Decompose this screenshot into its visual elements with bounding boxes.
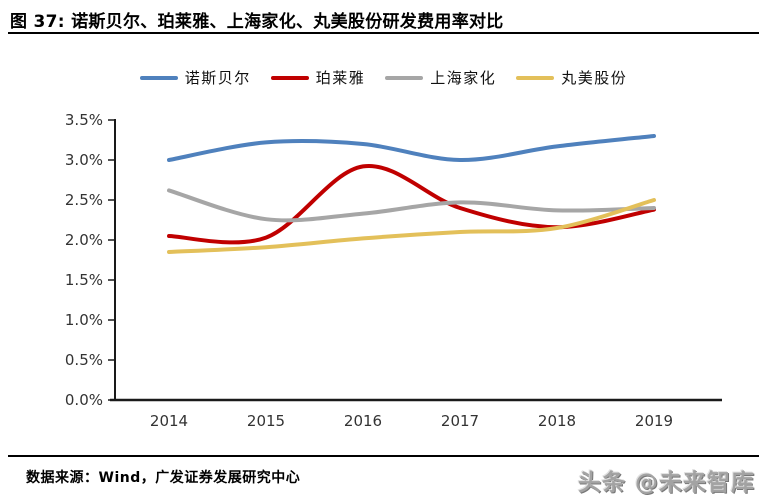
- y-tick-label: 0.5%: [65, 351, 103, 369]
- legend-item-2: 上海家化: [385, 67, 496, 88]
- legend-line-swatch: [270, 75, 309, 80]
- legend-line-swatch: [385, 75, 424, 80]
- y-tick-label: 1.5%: [65, 271, 103, 289]
- title-divider: [8, 32, 759, 34]
- x-tick-label: 2017: [441, 412, 479, 430]
- y-tick-label: 3.5%: [65, 111, 103, 129]
- legend-line-swatch: [516, 75, 555, 80]
- legend-label: 诺斯贝尔: [184, 69, 251, 87]
- legend-item-0: 诺斯贝尔: [139, 67, 251, 88]
- x-tick-label: 2019: [635, 412, 673, 430]
- x-tick-label: 2018: [538, 412, 576, 430]
- y-tick-label: 2.0%: [65, 231, 103, 249]
- figure-title: 图 37: 诺斯贝尔、珀莱雅、上海家化、丸美股份研发费用率对比: [10, 12, 504, 32]
- legend-item-1: 珀莱雅: [270, 67, 366, 88]
- x-tick-label: 2014: [150, 412, 188, 430]
- legend-item-3: 丸美股份: [516, 67, 627, 88]
- x-tick-label: 2015: [247, 412, 285, 430]
- legend-label: 丸美股份: [561, 69, 628, 87]
- y-tick-label: 1.0%: [65, 311, 103, 329]
- series-line-3: [167, 198, 656, 254]
- data-source-note: 数据来源：Wind，广发证券发展研究中心: [26, 470, 301, 486]
- series-line-0: [167, 134, 656, 163]
- y-tick-label: 2.5%: [65, 191, 103, 209]
- x-tick-label: 2016: [344, 412, 382, 430]
- y-tick-label: 0.0%: [65, 391, 103, 409]
- footer-divider: [8, 455, 759, 457]
- line-chart: 0.0% 0.5% 1.0% 1.5% 2.0% 2.5% 3.0% 3.5% 2014 2015…: [65, 111, 722, 430]
- legend-label: 珀莱雅: [315, 69, 366, 87]
- y-tick-label: 3.0%: [65, 151, 103, 169]
- series-line-2: [167, 188, 656, 223]
- series-line-1: [167, 164, 656, 245]
- chart-legend: 诺斯贝尔 珀莱雅 上海家化 丸美股份: [0, 67, 767, 88]
- legend-label: 上海家化: [430, 69, 497, 87]
- legend-line-swatch: [139, 75, 178, 80]
- watermark: 头条 @未来智库: [577, 470, 755, 496]
